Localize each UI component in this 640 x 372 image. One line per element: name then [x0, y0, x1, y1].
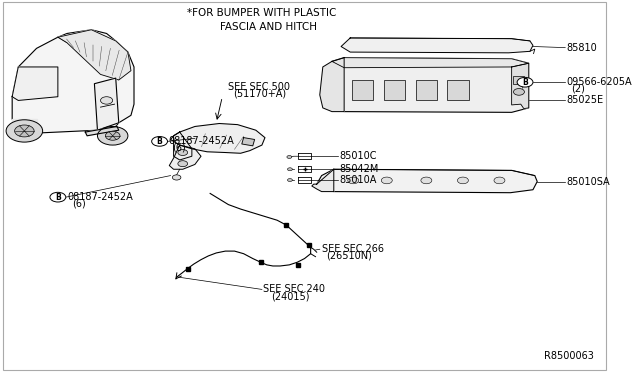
Text: B: B — [55, 193, 61, 202]
Circle shape — [287, 179, 292, 182]
Polygon shape — [312, 169, 334, 192]
Polygon shape — [341, 38, 533, 53]
Bar — [447, 80, 468, 100]
Circle shape — [172, 175, 181, 180]
Text: (24015): (24015) — [271, 291, 310, 301]
Circle shape — [421, 177, 432, 184]
Text: B: B — [157, 137, 163, 146]
Text: 85810: 85810 — [566, 43, 597, 52]
Text: (6): (6) — [72, 199, 86, 209]
Text: B: B — [522, 78, 528, 87]
Text: SEE SEC.500: SEE SEC.500 — [228, 83, 291, 92]
Polygon shape — [170, 145, 201, 169]
Text: (26510N): (26510N) — [326, 251, 372, 260]
Bar — [384, 80, 405, 100]
Circle shape — [152, 137, 168, 146]
Circle shape — [494, 177, 505, 184]
Text: 85010A: 85010A — [339, 175, 377, 185]
Text: (51170+A): (51170+A) — [233, 89, 286, 99]
Circle shape — [287, 168, 292, 171]
Circle shape — [178, 150, 188, 155]
Polygon shape — [242, 138, 255, 146]
Text: 85010C: 85010C — [339, 151, 377, 161]
Polygon shape — [173, 132, 192, 160]
Circle shape — [381, 177, 392, 184]
Circle shape — [50, 192, 66, 202]
Circle shape — [15, 125, 34, 137]
Polygon shape — [332, 58, 529, 112]
Polygon shape — [511, 63, 529, 109]
Circle shape — [100, 97, 113, 104]
Polygon shape — [85, 126, 119, 136]
Polygon shape — [317, 169, 537, 193]
Polygon shape — [170, 124, 265, 153]
Circle shape — [6, 120, 43, 142]
Bar — [513, 76, 524, 84]
Text: 85025E: 85025E — [566, 96, 604, 105]
Circle shape — [517, 77, 533, 87]
Text: (6): (6) — [172, 143, 186, 153]
Text: SEE SEC.266: SEE SEC.266 — [322, 244, 383, 254]
Polygon shape — [320, 58, 344, 112]
Circle shape — [178, 161, 188, 167]
Circle shape — [287, 155, 292, 158]
Text: 85042M: 85042M — [339, 164, 379, 174]
Polygon shape — [12, 30, 134, 134]
Text: *FOR BUMPER WITH PLASTIC
    FASCIA AND HITCH: *FOR BUMPER WITH PLASTIC FASCIA AND HITC… — [188, 9, 337, 32]
Circle shape — [458, 177, 468, 184]
Text: 85010SA: 85010SA — [566, 177, 610, 186]
Circle shape — [106, 131, 120, 140]
Circle shape — [348, 177, 359, 184]
Polygon shape — [332, 58, 529, 68]
Text: R8500063: R8500063 — [544, 351, 594, 361]
Polygon shape — [12, 67, 58, 100]
Text: 08187-2452A: 08187-2452A — [169, 137, 234, 146]
Polygon shape — [12, 119, 36, 134]
Bar — [416, 80, 437, 100]
Circle shape — [97, 126, 128, 145]
Text: 08187-2452A: 08187-2452A — [67, 192, 132, 202]
Text: SEE SEC.240: SEE SEC.240 — [263, 285, 325, 294]
Bar — [352, 80, 373, 100]
Text: (2): (2) — [571, 84, 584, 93]
Circle shape — [513, 89, 524, 95]
Polygon shape — [95, 78, 119, 130]
Text: 09566-6205A: 09566-6205A — [566, 77, 632, 87]
Polygon shape — [58, 30, 131, 80]
